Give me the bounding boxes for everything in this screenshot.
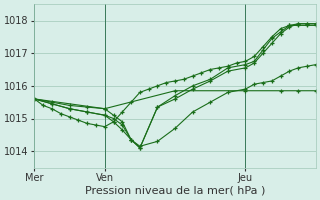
X-axis label: Pression niveau de la mer( hPa ): Pression niveau de la mer( hPa ) [85,186,265,196]
